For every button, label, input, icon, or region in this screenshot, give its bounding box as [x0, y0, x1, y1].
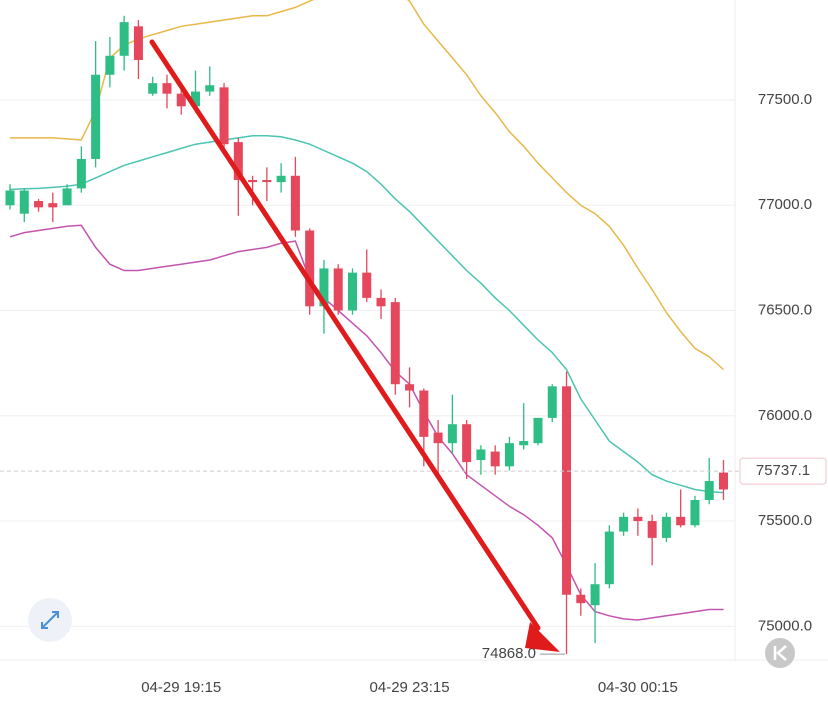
candle-body	[133, 26, 143, 61]
expand-button[interactable]	[28, 598, 72, 642]
latest-button[interactable]	[765, 638, 795, 668]
candle-body	[590, 584, 600, 606]
overlay: 75737.1 74868.0	[0, 457, 827, 662]
candle-body	[347, 272, 357, 311]
candle-body	[661, 516, 671, 538]
candle-body	[48, 203, 58, 208]
candle-body	[305, 230, 315, 307]
candle-body	[447, 424, 457, 444]
candle-body	[504, 443, 514, 467]
last-price-label: 75737.1	[756, 462, 810, 479]
candle-body	[390, 302, 400, 385]
x-tick-label: 04-29 19:15	[141, 679, 221, 696]
arrow-head	[525, 622, 560, 652]
candle-body	[376, 297, 386, 307]
band-line	[10, 0, 724, 371]
candle-body	[533, 417, 543, 444]
candle-body	[62, 188, 72, 206]
candle-body	[19, 190, 29, 214]
bands	[9, 0, 724, 621]
latest-icon[interactable]	[773, 645, 787, 661]
candle-body	[162, 83, 172, 94]
candle-body	[119, 22, 129, 56]
candle-body	[205, 85, 215, 92]
expand-icon[interactable]	[41, 611, 59, 629]
candle-body	[191, 91, 201, 107]
candle-body	[276, 175, 286, 183]
last-price-box	[739, 457, 827, 485]
candle-body	[419, 390, 429, 437]
candle-body	[476, 449, 486, 460]
candle-body	[462, 424, 472, 463]
candle-body	[619, 516, 629, 532]
candle-body	[704, 481, 714, 500]
candle-body	[719, 472, 728, 490]
candle-body	[148, 83, 158, 94]
candle-body	[405, 384, 415, 391]
candle-body	[91, 74, 101, 159]
band-line	[9, 224, 724, 621]
x-tick-label: 04-29 23:15	[370, 679, 450, 696]
candle-body	[690, 500, 700, 526]
candle-body	[647, 521, 657, 538]
candle-body	[519, 441, 529, 446]
grid: 75000.0 75500.0 76000.0 76500.0 77000.0 77500…	[0, 91, 812, 696]
low-annotation-label: 74868.0	[482, 645, 536, 662]
candle-body	[248, 180, 258, 183]
candles	[5, 15, 728, 655]
candle-body	[105, 55, 115, 75]
candle-body	[262, 180, 272, 183]
candle-body	[576, 594, 586, 604]
candle-body	[676, 516, 686, 526]
candle-body	[433, 432, 443, 444]
candle-body	[233, 142, 243, 180]
y-tick-label: 77000.0	[758, 196, 812, 213]
y-tick-label: 75000.0	[758, 617, 812, 634]
candle-body	[362, 272, 372, 298]
candle-body	[604, 531, 614, 585]
candle-body	[290, 175, 300, 231]
candle-body	[76, 158, 86, 189]
candle-body	[5, 190, 15, 206]
candle-body	[490, 451, 500, 467]
candle-body	[176, 93, 186, 107]
candle-body	[562, 386, 572, 595]
trend-arrow	[149, 39, 541, 631]
y-tick-label: 77500.0	[758, 91, 812, 108]
candle-body	[547, 386, 557, 418]
candle-body	[319, 268, 329, 307]
candle-body	[219, 87, 229, 145]
x-tick-label: 04-30 00:15	[598, 679, 678, 696]
latest-bg[interactable]	[765, 638, 795, 668]
band-line	[9, 135, 724, 494]
candle-body	[34, 201, 44, 208]
y-tick-label: 76000.0	[758, 407, 812, 424]
candle-body	[633, 516, 643, 522]
y-tick-label: 76500.0	[758, 301, 812, 318]
y-tick-label: 75500.0	[758, 512, 812, 529]
candle-body	[333, 268, 343, 311]
